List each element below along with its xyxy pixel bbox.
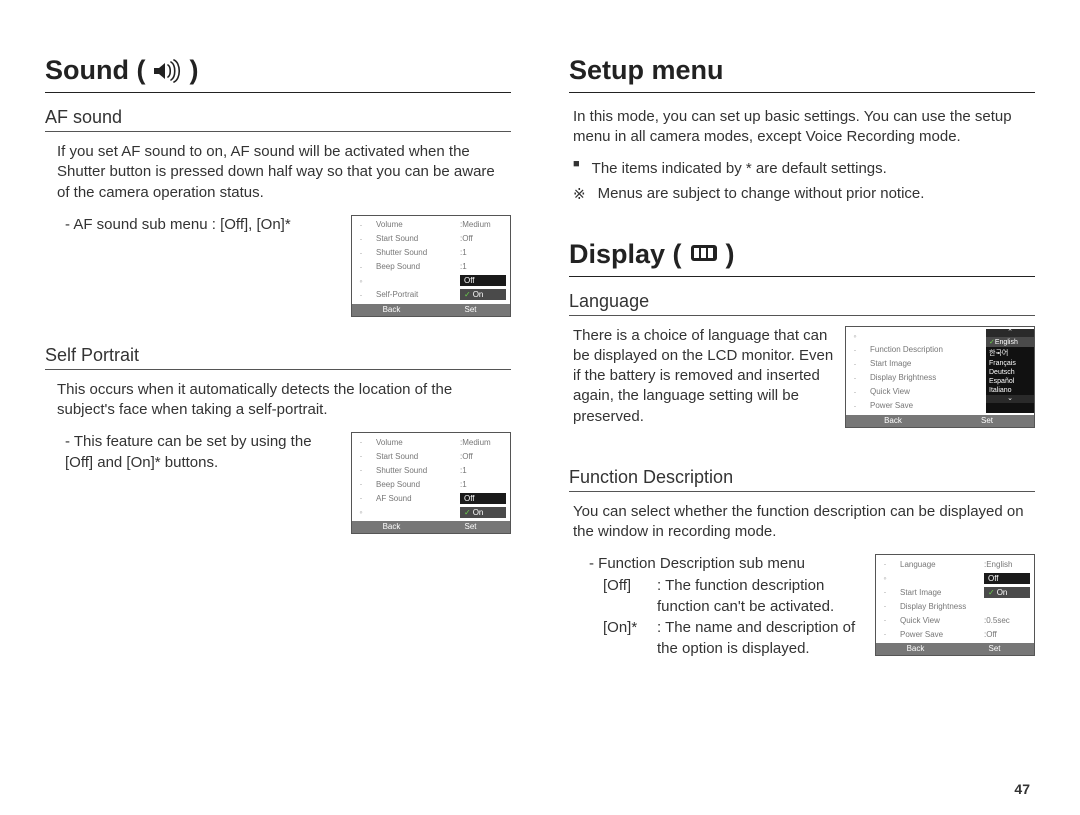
language-para: There is a choice of language that can b… [573,326,837,427]
self-portrait-menu: ·Volume:Medium ·Start Sound:Off ·Shutter… [351,432,511,534]
sound-title: Sound ( ) [45,55,511,93]
setup-bullet1: The items indicated by * are default set… [573,160,1035,177]
menu-footer: BackSet [352,304,510,316]
function-description-para: You can select whether the function desc… [573,502,1035,543]
sound-title-text: Sound ( [45,55,145,86]
display-title: Display ( ) [569,239,1035,277]
menu-set[interactable]: Set [431,304,510,316]
menu-back[interactable]: Back [352,304,431,316]
menu-back[interactable]: Back [876,643,955,655]
speaker-icon [151,59,183,83]
menu-option-on[interactable]: On [984,587,1030,598]
setup-menu-para: In this mode, you can set up basic setti… [573,107,1035,148]
self-portrait-sub: - This feature can be set by using the [… [65,432,343,473]
menu-set[interactable]: Set [955,643,1034,655]
af-sound-row: - AF sound sub menu : [Off], [On]* ·Volu… [45,215,511,317]
menu-option-off[interactable]: Off [984,573,1030,584]
function-description-heading: Function Description [569,467,1035,492]
manual-page: Sound ( ) AF sound If you set AF sound t… [0,0,1080,659]
af-sound-para: If you set AF sound to on, AF sound will… [57,142,511,203]
menu-set[interactable]: Set [431,521,510,533]
menu-set[interactable]: Set [940,415,1034,427]
left-column: Sound ( ) AF sound If you set AF sound t… [45,55,511,659]
menu-back[interactable]: Back [352,521,431,533]
setup-bullet2: Menus are subject to change without prio… [573,185,1035,203]
function-description-row: - Function Description sub menu [Off]: T… [569,554,1035,658]
display-icon [688,242,720,266]
fd-off-line: [Off]: The function description function… [603,575,867,617]
af-sound-sub: - AF sound sub menu : [Off], [On]* [65,215,343,235]
language-heading: Language [569,291,1035,316]
menu-footer: BackSet [352,521,510,533]
setup-menu-title: Setup menu [569,55,1035,93]
menu-option-on[interactable]: On [460,289,506,300]
fd-sub-title: - Function Description sub menu [589,554,867,574]
menu-back[interactable]: Back [846,415,940,427]
fd-on-line: [On]*: The name and description of the o… [603,617,867,659]
self-portrait-para: This occurs when it automatically detect… [57,380,511,421]
af-sound-menu: ·Volume:Medium ·Start Sound:Off ·Shutter… [351,215,511,317]
function-description-menu: ·Language:English ◦Off ·Start ImageOn ·D… [875,554,1035,656]
menu-option-on[interactable]: On [460,507,506,518]
self-portrait-heading: Self Portrait [45,345,511,370]
page-number: 47 [1014,781,1030,797]
sound-title-close: ) [189,55,198,86]
language-list[interactable]: ⌃ ✓English 한국어 Français Deutsch Español … [986,329,1034,413]
af-sound-heading: AF sound [45,107,511,132]
self-portrait-row: - This feature can be set by using the [… [45,432,511,534]
menu-option-off[interactable]: Off [460,493,506,504]
language-row: There is a choice of language that can b… [569,326,1035,439]
menu-option-off[interactable]: Off [460,275,506,286]
language-menu: ◦ ·Function Description ·Start Image ·Di… [845,326,1035,428]
right-column: Setup menu In this mode, you can set up … [569,55,1035,659]
